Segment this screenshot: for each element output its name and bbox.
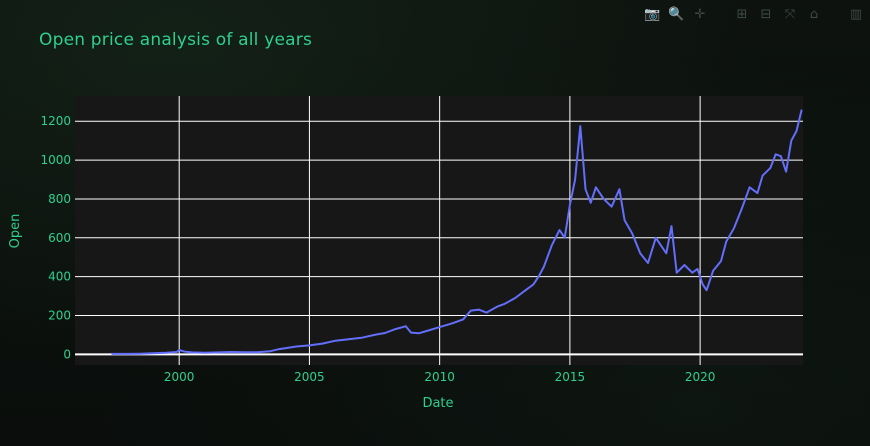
x-gridlines — [178, 96, 701, 365]
zoom-out-icon[interactable]: ⊟ — [760, 7, 772, 22]
x-tick-label: 2020 — [685, 370, 716, 384]
y-tick-label: 1200 — [40, 114, 71, 128]
y-tick-label: 1000 — [40, 153, 71, 167]
chart-modebar: 📷 🔍 ✛ ⊞ ⊟ ⤧ ⌂ ▥ — [644, 6, 864, 24]
y-tick-label: 800 — [48, 192, 71, 206]
y-gridlines — [75, 120, 803, 356]
y-tick-label: 0 — [63, 347, 71, 361]
y-axis-label: Open — [8, 214, 23, 249]
plotly-logo-icon[interactable]: ▥ — [849, 7, 863, 22]
x-tick-label: 2015 — [555, 370, 586, 384]
x-tick-label: 2000 — [164, 370, 195, 384]
plot-area[interactable] — [75, 96, 803, 365]
zoom-in-icon[interactable]: ⊞ — [736, 7, 748, 22]
x-axis-label: Date — [422, 396, 453, 411]
autoscale-icon[interactable]: ⤧ — [784, 7, 796, 22]
y-tick-labels: 0 200 400 600 800 1000 1200 — [40, 114, 71, 361]
y-tick-label: 200 — [48, 308, 71, 322]
x-tick-label: 2005 — [294, 370, 325, 384]
series-line[interactable] — [111, 109, 803, 355]
x-tick-label: 2010 — [424, 370, 455, 384]
home-icon[interactable]: ⌂ — [809, 7, 819, 22]
chart-title: Open price analysis of all years — [39, 30, 312, 50]
pan-icon[interactable]: ✛ — [694, 7, 706, 22]
zoom-icon[interactable]: 🔍 — [668, 7, 685, 22]
camera-icon[interactable]: 📷 — [644, 7, 661, 22]
x-tick-labels: 2000 2005 2010 2015 2020 — [164, 370, 715, 384]
y-tick-label: 400 — [48, 270, 71, 284]
y-tick-label: 600 — [48, 231, 71, 245]
